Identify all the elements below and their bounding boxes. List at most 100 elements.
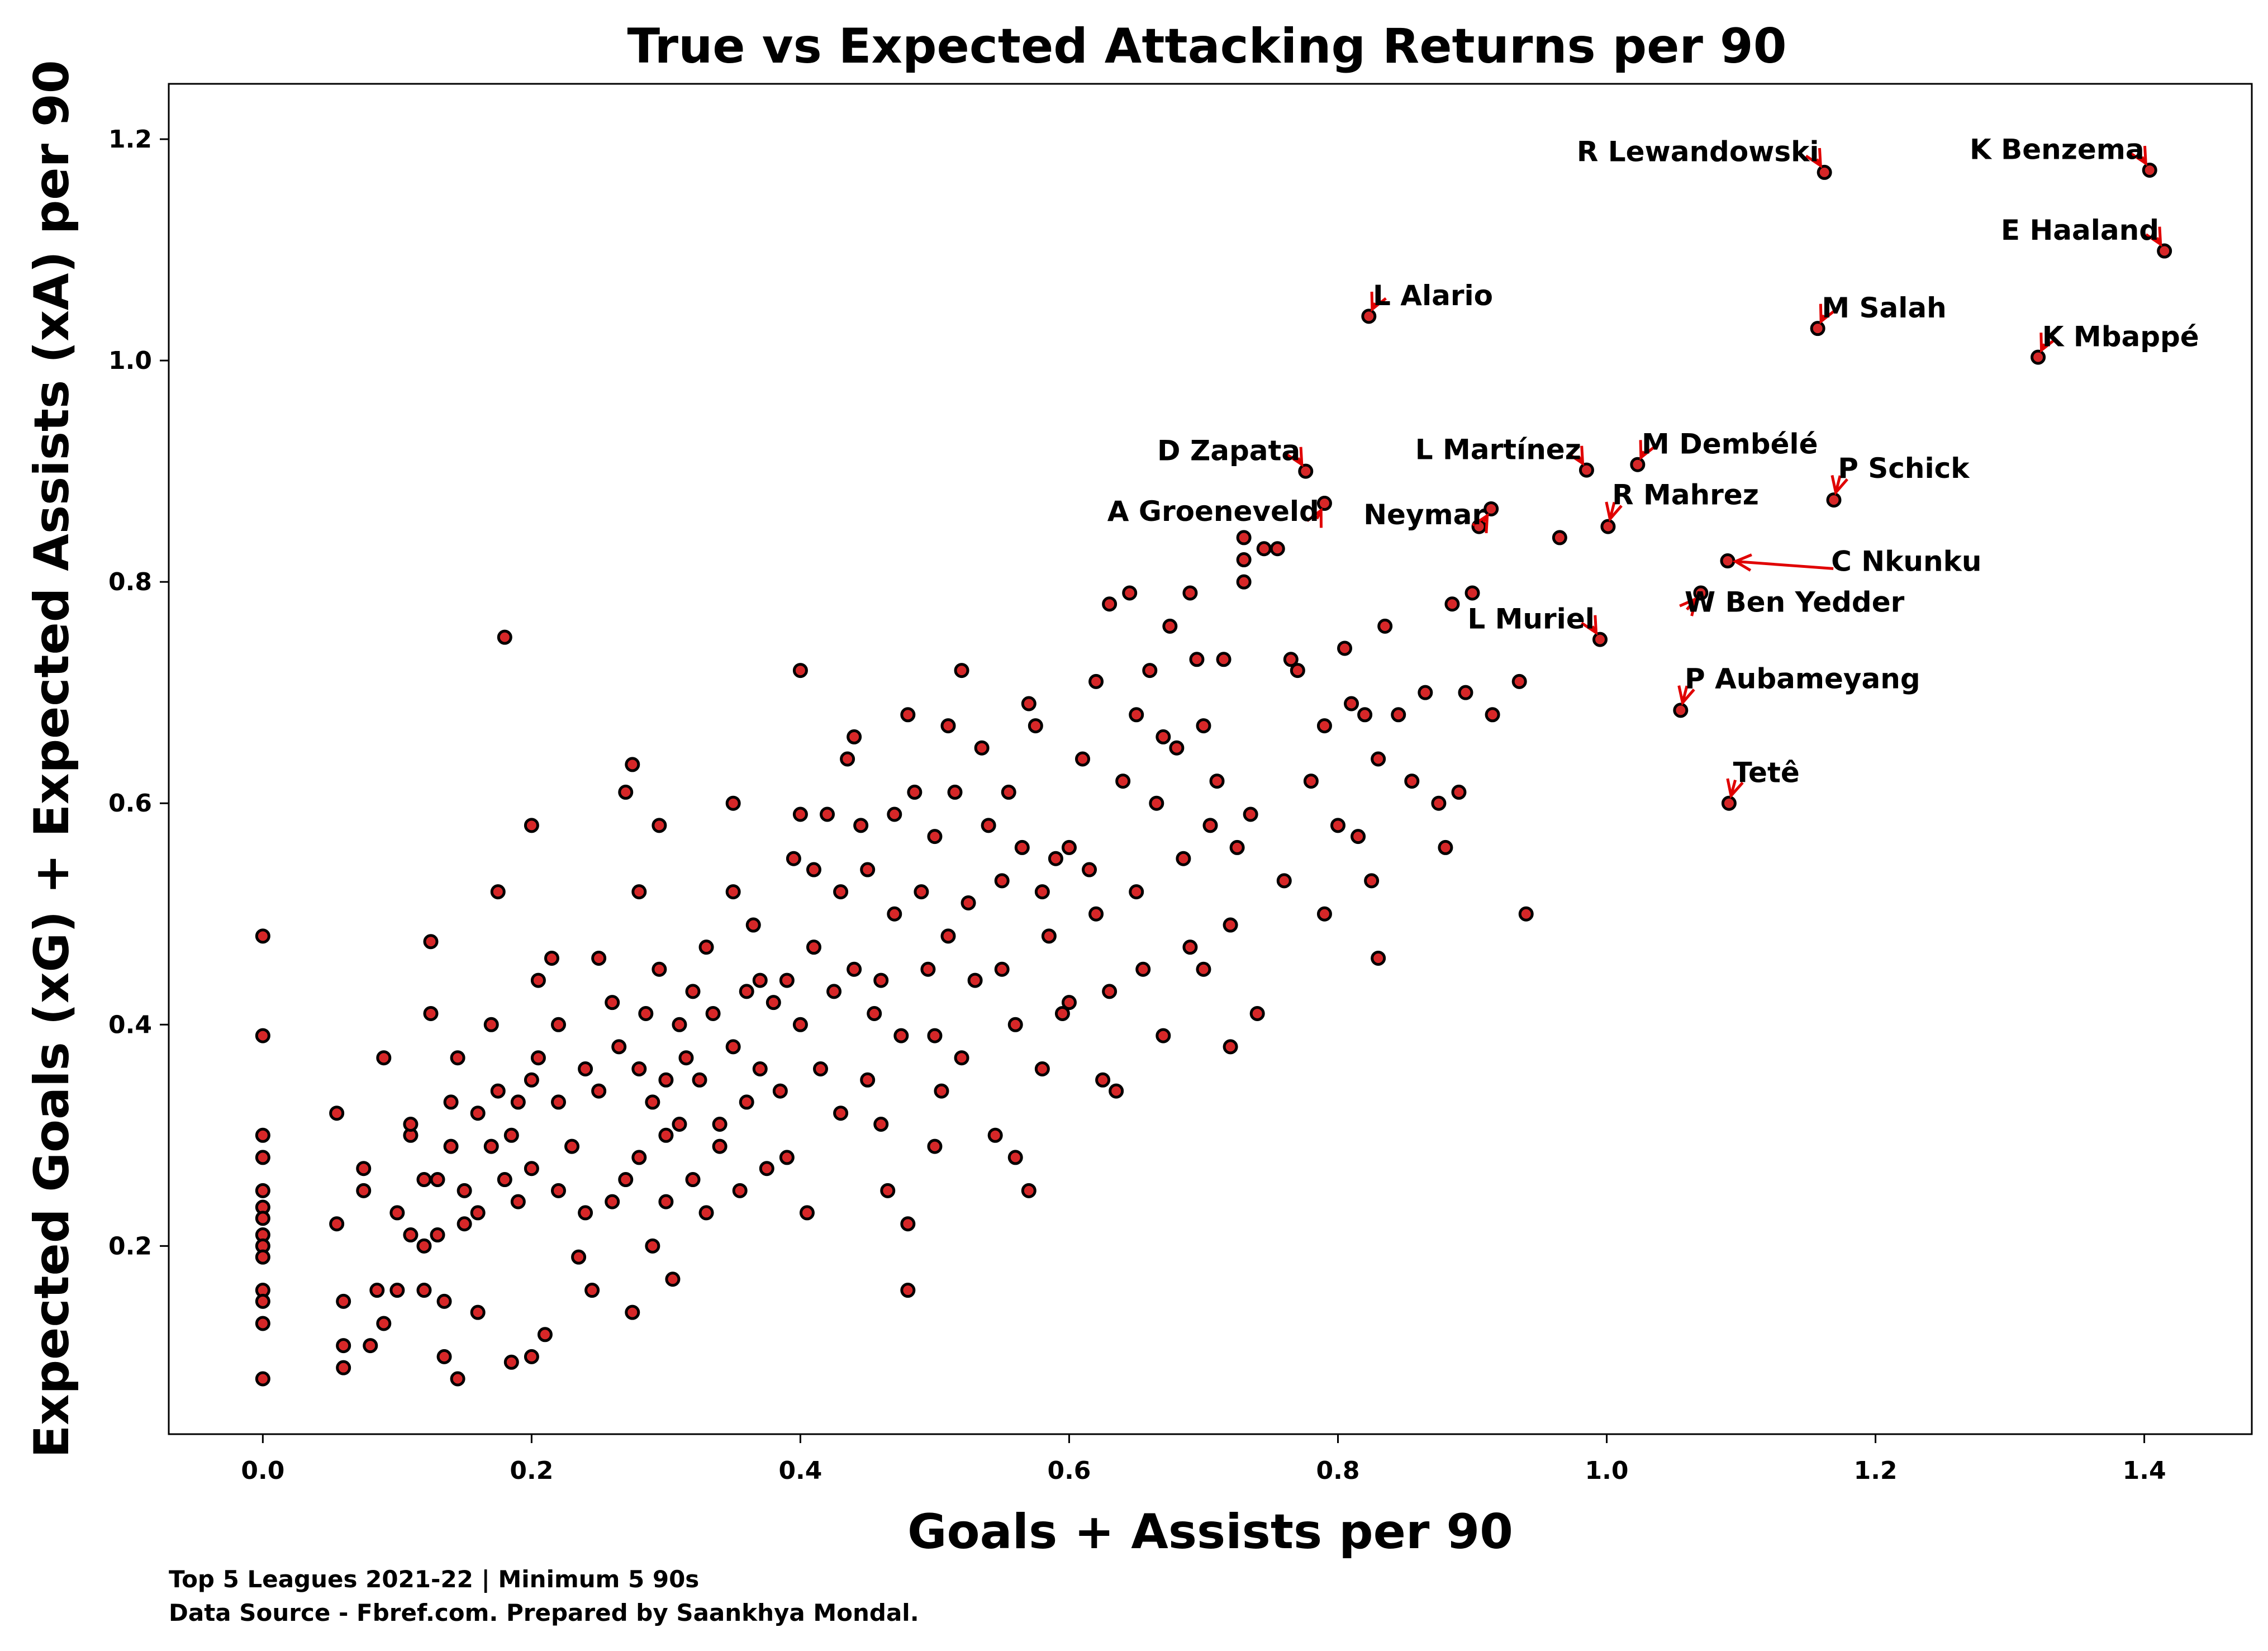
annotation-arrow-head: [1370, 291, 1387, 312]
data-point: [1034, 884, 1050, 900]
annotation-label: A Groeneveld: [1107, 495, 1319, 528]
data-point: [497, 629, 512, 645]
data-point: [678, 1050, 694, 1066]
data-point: [765, 995, 781, 1010]
data-point: [860, 862, 876, 877]
data-point: [503, 1127, 519, 1143]
data-point: [1102, 596, 1118, 612]
data-point: [806, 862, 821, 877]
data-point: [1518, 906, 1534, 922]
data-point: [497, 1172, 512, 1188]
annotation-arrow-head: [2130, 145, 2148, 167]
data-point: [1088, 673, 1104, 689]
data-point: [423, 1005, 439, 1021]
annotation-arrow-head: [1830, 475, 1848, 496]
data-point: [363, 1338, 378, 1354]
data-point: [1330, 818, 1345, 833]
data-point: [470, 1106, 486, 1121]
x-axis: 0.0 0.2 0.4 0.6 0.8 1.0 1.2 1.4: [241, 1434, 2166, 1485]
x-tick-label: 0.4: [778, 1457, 822, 1485]
data-point: [530, 1050, 546, 1066]
data-point: [920, 961, 936, 977]
annotation-arrow-head: [1581, 615, 1598, 635]
data-point: [806, 940, 821, 955]
data-point: [1357, 707, 1373, 723]
annotation-arrow-head: [1567, 445, 1585, 466]
data-point: [356, 1183, 372, 1198]
data-point: [1630, 457, 1646, 472]
data-point: [914, 884, 929, 900]
data-point: [550, 1094, 566, 1110]
data-point: [725, 884, 741, 900]
data-point: [1156, 1028, 1171, 1043]
data-point: [1061, 839, 1077, 855]
data-point: [436, 1349, 452, 1364]
data-point: [1216, 652, 1232, 667]
data-point: [255, 1127, 270, 1143]
data-point: [887, 906, 902, 922]
data-point: [934, 1083, 949, 1099]
data-point: [900, 1216, 916, 1232]
data-point: [564, 1138, 580, 1154]
data-point: [947, 784, 963, 800]
data-point: [907, 784, 923, 800]
annotation-arrow-head: [1819, 303, 1836, 325]
data-point: [712, 1117, 728, 1132]
data-point: [1316, 718, 1332, 734]
annotation-arrow-head: [2039, 333, 2056, 353]
data-point: [470, 1205, 486, 1221]
y-axis-label: Expected Goals (xG) + Expected Assists (…: [24, 60, 80, 1458]
data-point: [578, 1205, 593, 1221]
data-point: [1135, 961, 1151, 977]
data-point: [1361, 309, 1377, 324]
data-point: [1082, 862, 1097, 877]
data-point: [967, 972, 983, 988]
data-point: [1484, 501, 1499, 516]
data-point: [1034, 1061, 1050, 1076]
data-point: [739, 1094, 754, 1110]
data-point: [591, 950, 607, 966]
data-point: [847, 961, 862, 977]
data-point: [880, 1183, 896, 1198]
data-point: [1721, 795, 1737, 811]
data-point: [255, 1028, 270, 1043]
x-tick-label: 0.0: [241, 1457, 284, 1485]
data-point: [618, 1172, 634, 1188]
data-point: [631, 1150, 647, 1165]
data-point: [1169, 740, 1185, 756]
data-point: [1451, 784, 1467, 800]
data-point: [893, 1028, 909, 1043]
data-point: [2142, 162, 2157, 178]
data-point: [1256, 541, 1272, 557]
annotation-arrow-head: [2145, 226, 2162, 247]
data-point: [752, 1061, 768, 1076]
annotation-label: M Salah: [1822, 292, 1946, 324]
footer-line-2: Data Source - Fbref.com. Prepared by Saa…: [169, 1599, 919, 1626]
data-point: [692, 1072, 707, 1088]
data-point: [1592, 632, 1608, 647]
data-point: [416, 1283, 432, 1298]
annotation-arrow-head: [1286, 447, 1304, 467]
data-point: [1129, 707, 1144, 723]
annotation-arrow-head: [1639, 440, 1656, 461]
data-point: [1693, 585, 1709, 601]
data-point: [1511, 673, 1527, 689]
data-point: [792, 1017, 808, 1032]
data-point: [1007, 1150, 1023, 1165]
annotation-label: Neymar: [1363, 499, 1486, 531]
data-point: [1391, 707, 1406, 723]
data-point: [658, 1072, 674, 1088]
data-point: [1344, 696, 1359, 711]
data-point: [483, 1017, 499, 1032]
data-point: [725, 1039, 741, 1055]
data-point: [430, 1227, 445, 1243]
annotation-label: W Ben Yedder: [1685, 586, 1905, 619]
data-point: [1337, 641, 1353, 656]
annotation-label: Tetê: [1733, 757, 1800, 789]
data-point: [611, 1039, 627, 1055]
data-point: [1351, 829, 1366, 845]
data-point: [1377, 618, 1393, 634]
data-point: [1162, 618, 1178, 634]
data-point: [1249, 1005, 1265, 1021]
